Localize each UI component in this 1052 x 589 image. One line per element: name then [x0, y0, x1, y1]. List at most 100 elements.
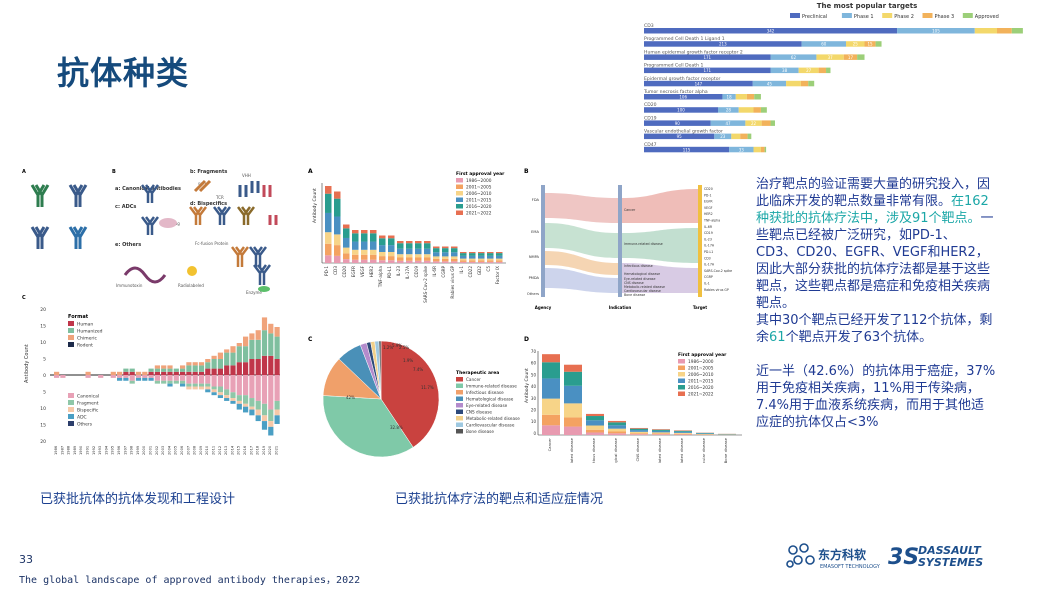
- target-node-label-6: IL-6R: [704, 225, 713, 229]
- d-bar-0-5: [542, 354, 560, 363]
- body-text: 治疗靶点的验证需要大量的研究投入，因此临床开发的靶点数量非常有限。在162种获批…: [756, 176, 996, 431]
- c-bar-up-23-2: [198, 362, 205, 366]
- d-bar-1-4: [564, 371, 582, 386]
- c-year-20: 2006: [180, 445, 184, 455]
- a-bar-7-2: [388, 252, 395, 257]
- c-bar-up-29-1: [236, 346, 242, 363]
- d-legend-label-2: 2006~2010: [688, 372, 714, 378]
- d-ytick-3: 40: [531, 384, 537, 389]
- c-bar-up-25-1: [211, 359, 217, 369]
- agency-label-4: Others: [527, 292, 539, 296]
- agency-label-2: NMPA: [529, 255, 540, 259]
- a-legend-title: First approval year: [456, 171, 505, 177]
- bar-value-1-1: 60: [821, 42, 827, 47]
- p1-text-a: 治疗靶点的验证需要大量的研究投入，因此临床开发的靶点数量非常有限。: [756, 177, 991, 209]
- bar-6-1: [718, 107, 739, 113]
- a-bar-9-1: [406, 257, 413, 261]
- c-bar-down-35-3: [274, 415, 280, 424]
- fc-fusion-label: Fc-fusion Protein: [195, 241, 229, 246]
- d-bar-3-0: [608, 433, 626, 435]
- c-bar-up-20-1: [180, 368, 186, 372]
- format-label-0: Human: [77, 322, 93, 328]
- bar-8-2: [731, 133, 741, 140]
- pie-legend-swatch-5: [456, 409, 463, 414]
- antibody-format-figure: A B a: Canonical antibodies c: ADCs e:: [20, 163, 290, 463]
- d-category-8: Bone disease: [723, 437, 728, 463]
- c-bar-up-20-2: [180, 365, 186, 369]
- c-bar-up-26-0: [217, 368, 223, 375]
- a-bar-18-3: [487, 255, 494, 259]
- d-bar-1-3: [564, 385, 582, 404]
- c-bar-up-35-1: [274, 336, 280, 359]
- c-bar-up-10-2: [117, 371, 123, 375]
- sankey-axis-agency: Agency: [535, 305, 552, 310]
- dassault-logo: 3S DASSAULT SYSTEMES: [886, 540, 996, 576]
- bar-1-4: [875, 41, 882, 47]
- type-label-0: Canonical: [77, 394, 99, 400]
- bar-value-0-1: 105: [932, 29, 940, 34]
- a-ylabel: Antibody Count: [312, 188, 318, 223]
- c-ytick-2: 10: [40, 340, 46, 346]
- c-bar-up-30-1: [243, 346, 249, 363]
- d-ytick-4: 30: [531, 396, 537, 401]
- c-yticks: 20 15 10 5 0 5 10 15 20: [40, 307, 46, 445]
- c-bar-up-11-1: [123, 368, 129, 372]
- a-target-16: CD22: [468, 266, 473, 278]
- bar-8-3: [740, 133, 748, 140]
- bar-0-0: [644, 28, 898, 34]
- pie-value-labels: 42% 32.8% 11.7% 7.4%1.9% 1.2%5.9%2.5%: [346, 343, 434, 430]
- c-bar-up-21-1: [186, 365, 192, 372]
- c-bar-down-34-3: [268, 426, 274, 436]
- a-bar-17-3: [478, 255, 485, 259]
- format-label-2: Chimeric: [77, 336, 97, 342]
- emasoft-logo: 东方科软 EMASOFT TECHNOLOGY: [784, 540, 884, 576]
- bar-value-6-1: 28: [726, 108, 732, 113]
- c-bar-up-22-1: [192, 365, 198, 372]
- format-swatch-0: [68, 321, 74, 326]
- target-node-label-0: CD20: [704, 187, 713, 191]
- c-year-10: 1996: [117, 445, 121, 455]
- d-bar-5-3: [652, 430, 670, 433]
- c-bar-down-19-0: [173, 375, 179, 381]
- c-bar-down-27-2: [224, 395, 230, 399]
- p1-highlight: 在162种获批的抗体疗法中，涉及91个靶点。: [756, 194, 989, 226]
- bar-value-8-1: 23: [720, 134, 726, 139]
- c-bar-up-33-0: [261, 355, 268, 375]
- a-bar-5-1: [370, 254, 377, 260]
- c-bar-down-34-0: [268, 375, 274, 410]
- a-bar-12-4: [433, 248, 440, 253]
- bar-2-4: [857, 54, 865, 60]
- c-bar-up-31-1: [249, 339, 255, 359]
- c-year-32: 2018: [256, 445, 260, 455]
- c-year-18: 2004: [167, 445, 171, 455]
- d-bar-4-0: [630, 434, 648, 435]
- c-bar-up-12-1: [129, 368, 135, 372]
- d-legend-label-5: 2021~2022: [688, 392, 714, 398]
- c-bar-up-33-2: [261, 317, 268, 331]
- legend-swatch-3: [922, 13, 933, 18]
- bar-2-2: [816, 54, 844, 60]
- pie-value-label-3: 7.4%: [413, 367, 423, 372]
- d-ytick-2: 50: [531, 372, 537, 377]
- target-node-label-5: TNF-alpha: [703, 219, 720, 223]
- c-bar-up-23-1: [198, 365, 205, 372]
- a-bar-7-4: [388, 238, 395, 246]
- a-bar-1-2: [334, 234, 341, 246]
- format-swatch-2: [68, 335, 74, 340]
- c-year-9: 1995: [111, 446, 115, 455]
- a-bar-7-3: [388, 245, 395, 252]
- a-bar-18-0: [487, 261, 494, 263]
- a-bar-9-0: [406, 260, 413, 263]
- bar-4-2: [786, 80, 801, 87]
- d-ytick-5: 20: [531, 408, 537, 413]
- a-bar-15-0: [460, 261, 467, 263]
- c-bar-down-28-3: [230, 400, 236, 404]
- c-year-22: 2008: [193, 445, 197, 455]
- a-bar-13-1: [442, 258, 449, 262]
- a-target-2: CD20: [342, 266, 347, 278]
- d-category-3: Hematological disease: [613, 437, 618, 463]
- d-ylabel: Antibody Count: [524, 368, 530, 403]
- indication-label-0: Cancer: [624, 208, 636, 212]
- c-ytick-7: 15: [40, 423, 46, 429]
